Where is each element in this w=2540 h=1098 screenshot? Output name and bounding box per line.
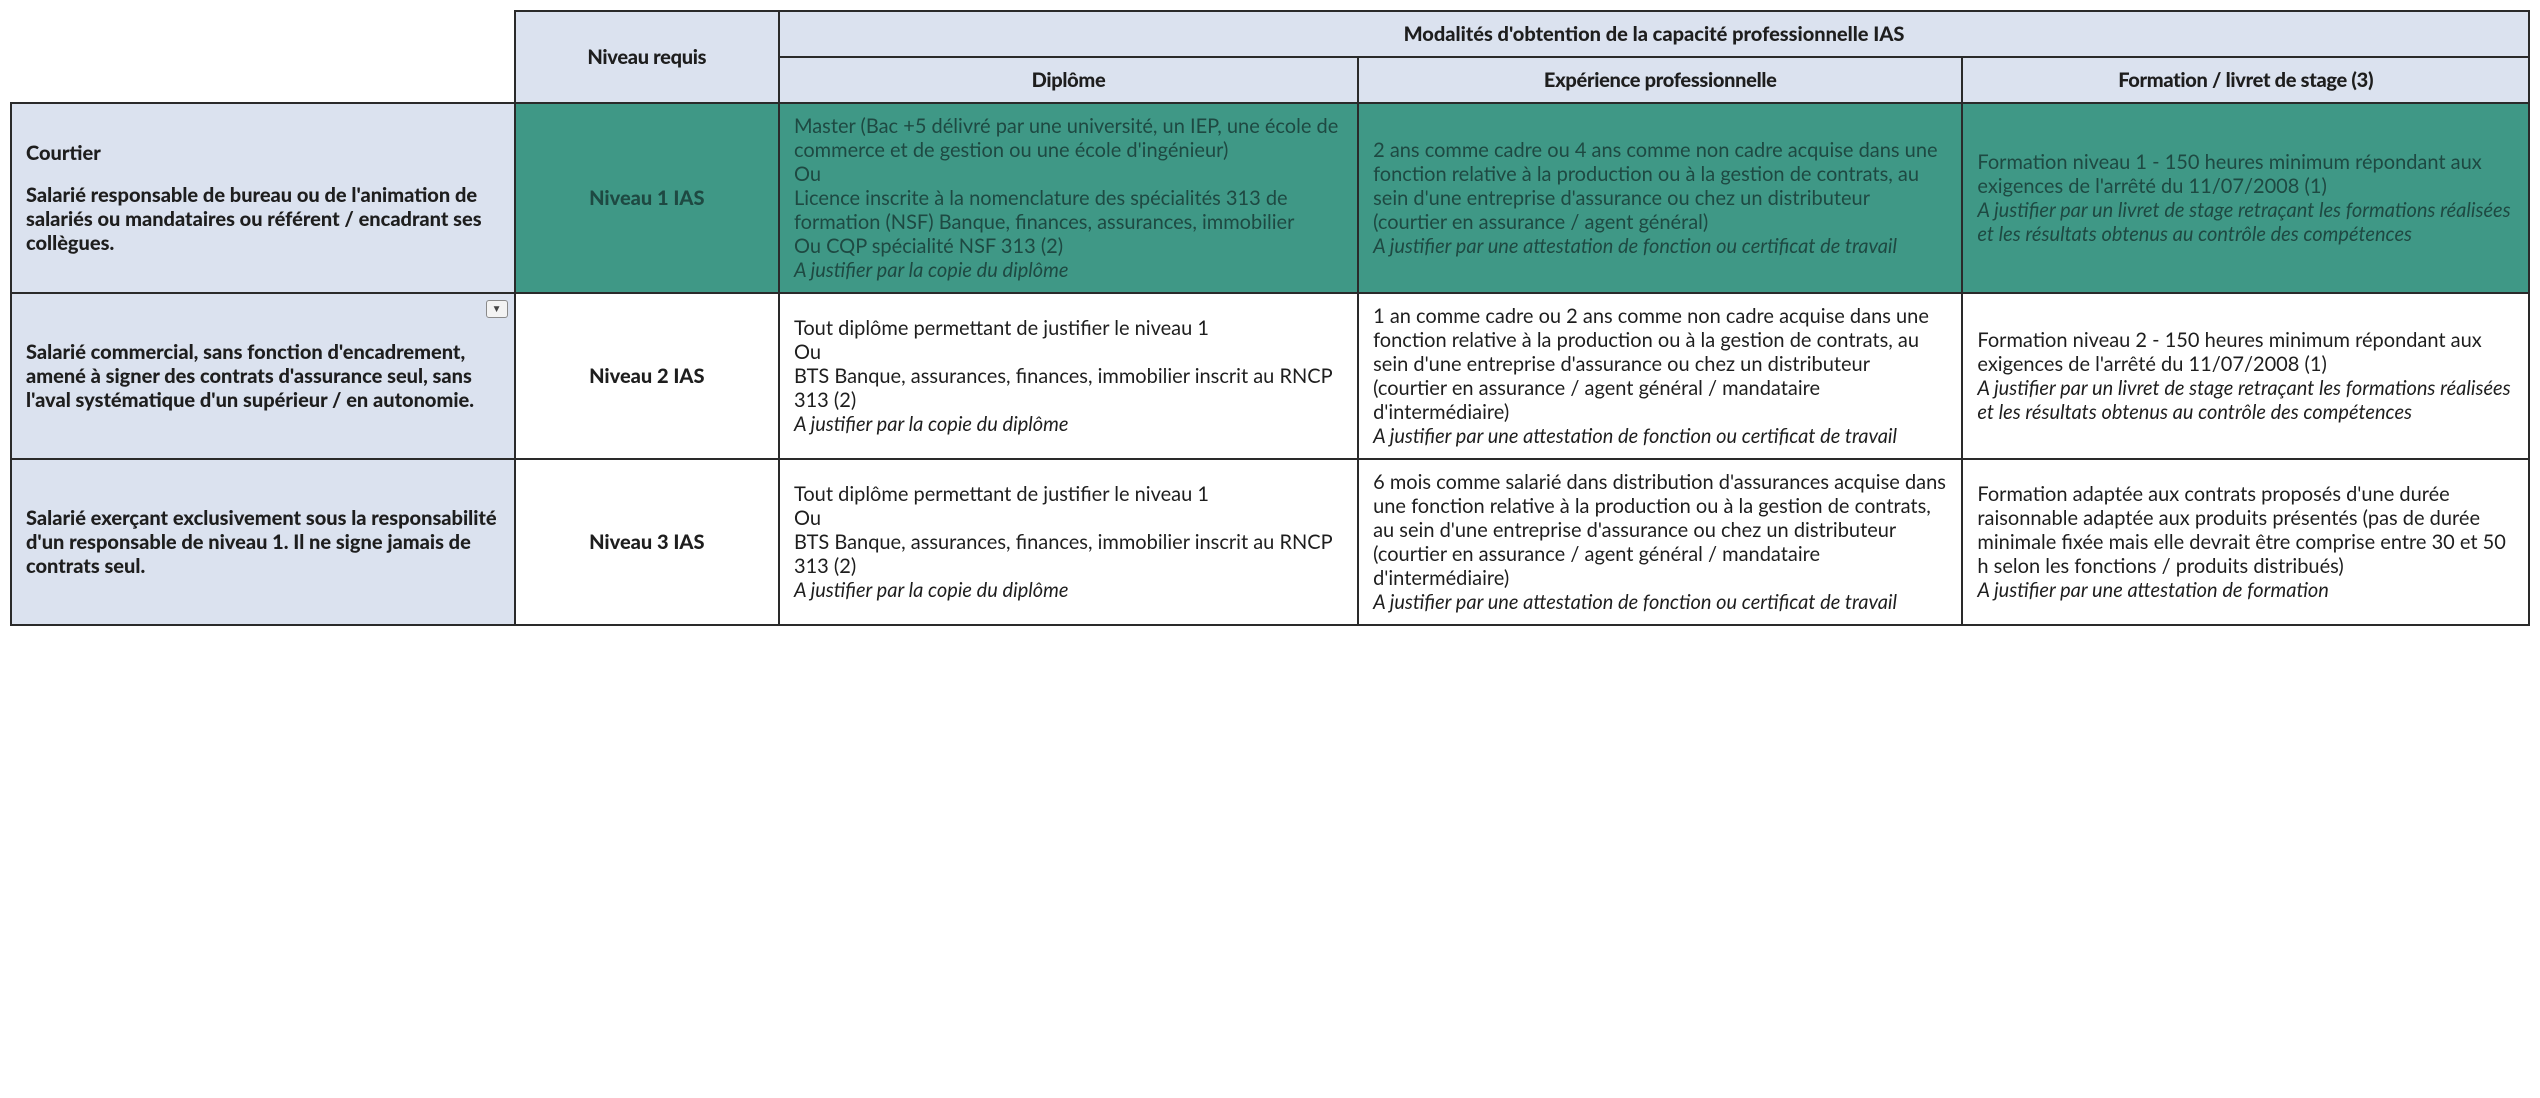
experience-cell-justify: A justifier par une attestation de fonct… bbox=[1373, 424, 1897, 448]
col-header-experience: Expérience professionnelle bbox=[1358, 57, 1962, 103]
diplome-cell-justify: A justifier par la copie du diplôme bbox=[794, 412, 1069, 436]
row-level: Niveau 1 IAS bbox=[515, 103, 779, 293]
experience-cell-justify: A justifier par une attestation de fonct… bbox=[1373, 590, 1897, 614]
blank-corner-2 bbox=[11, 57, 515, 103]
diplome-cell-justify: A justifier par la copie du diplôme bbox=[794, 258, 1069, 282]
table-row: Salarié commercial, sans fonction d'enca… bbox=[11, 293, 2529, 459]
col-header-modalites: Modalités d'obtention de la capacité pro… bbox=[779, 11, 2529, 57]
row-body: Salarié exerçant exclusivement sous la r… bbox=[26, 506, 497, 578]
row-description: Salarié commercial, sans fonction d'enca… bbox=[11, 293, 515, 459]
col-header-niveau: Niveau requis bbox=[515, 11, 779, 103]
diplome-cell-justify: A justifier par la copie du diplôme bbox=[794, 578, 1069, 602]
row-level: Niveau 3 IAS bbox=[515, 459, 779, 625]
formation-cell-justify: A justifier par un livret de stage retra… bbox=[1977, 376, 2510, 424]
blank-corner bbox=[11, 11, 515, 57]
experience-cell: 6 mois comme salarié dans distribution d… bbox=[1358, 459, 1962, 625]
col-header-formation: Formation / livret de stage (3) bbox=[1962, 57, 2529, 103]
diplome-cell-body: Tout diplôme permettant de justifier le … bbox=[794, 316, 1332, 412]
formation-cell: Formation niveau 1 - 150 heures minimum … bbox=[1962, 103, 2529, 293]
chevron-down-icon[interactable]: ▼ bbox=[486, 300, 508, 318]
experience-cell: 1 an comme cadre ou 2 ans comme non cadr… bbox=[1358, 293, 1962, 459]
diplome-cell: Tout diplôme permettant de justifier le … bbox=[779, 293, 1358, 459]
row-description: Courtier Salarié responsable de bureau ou… bbox=[11, 103, 515, 293]
formation-cell-body: Formation adaptée aux contrats proposés … bbox=[1977, 482, 2505, 578]
formation-cell-body: Formation niveau 2 - 150 heures minimum … bbox=[1977, 328, 2481, 376]
formation-cell: Formation niveau 2 - 150 heures minimum … bbox=[1962, 293, 2529, 459]
experience-cell-body: 1 an comme cadre ou 2 ans comme non cadr… bbox=[1373, 304, 1929, 424]
formation-cell-body: Formation niveau 1 - 150 heures minimum … bbox=[1977, 150, 2481, 198]
row-body: Salarié responsable de bureau ou de l'an… bbox=[26, 183, 482, 255]
row-title: Courtier bbox=[26, 141, 101, 165]
diplome-cell: Tout diplôme permettant de justifier le … bbox=[779, 459, 1358, 625]
table-row: Courtier Salarié responsable de bureau ou… bbox=[11, 103, 2529, 293]
row-body: Salarié commercial, sans fonction d'enca… bbox=[26, 340, 474, 412]
diplome-cell-body: Master (Bac +5 délivré par une universit… bbox=[794, 114, 1338, 258]
experience-cell: 2 ans comme cadre ou 4 ans comme non cad… bbox=[1358, 103, 1962, 293]
ias-capacity-table: Niveau requis Modalités d'obtention de l… bbox=[10, 10, 2530, 626]
col-header-diplome: Diplôme bbox=[779, 57, 1358, 103]
formation-cell-justify: A justifier par une attestation de forma… bbox=[1977, 578, 2328, 602]
experience-cell-justify: A justifier par une attestation de fonct… bbox=[1373, 234, 1897, 258]
experience-cell-body: 2 ans comme cadre ou 4 ans comme non cad… bbox=[1373, 138, 1937, 234]
diplome-cell: Master (Bac +5 délivré par une universit… bbox=[779, 103, 1358, 293]
formation-cell-justify: A justifier par un livret de stage retra… bbox=[1977, 198, 2510, 246]
row-description: Salarié exerçant exclusivement sous la r… bbox=[11, 459, 515, 625]
formation-cell: Formation adaptée aux contrats proposés … bbox=[1962, 459, 2529, 625]
table-row: Salarié exerçant exclusivement sous la r… bbox=[11, 459, 2529, 625]
experience-cell-body: 6 mois comme salarié dans distribution d… bbox=[1373, 470, 1946, 590]
diplome-cell-body: Tout diplôme permettant de justifier le … bbox=[794, 482, 1332, 578]
row-level: Niveau 2 IAS bbox=[515, 293, 779, 459]
